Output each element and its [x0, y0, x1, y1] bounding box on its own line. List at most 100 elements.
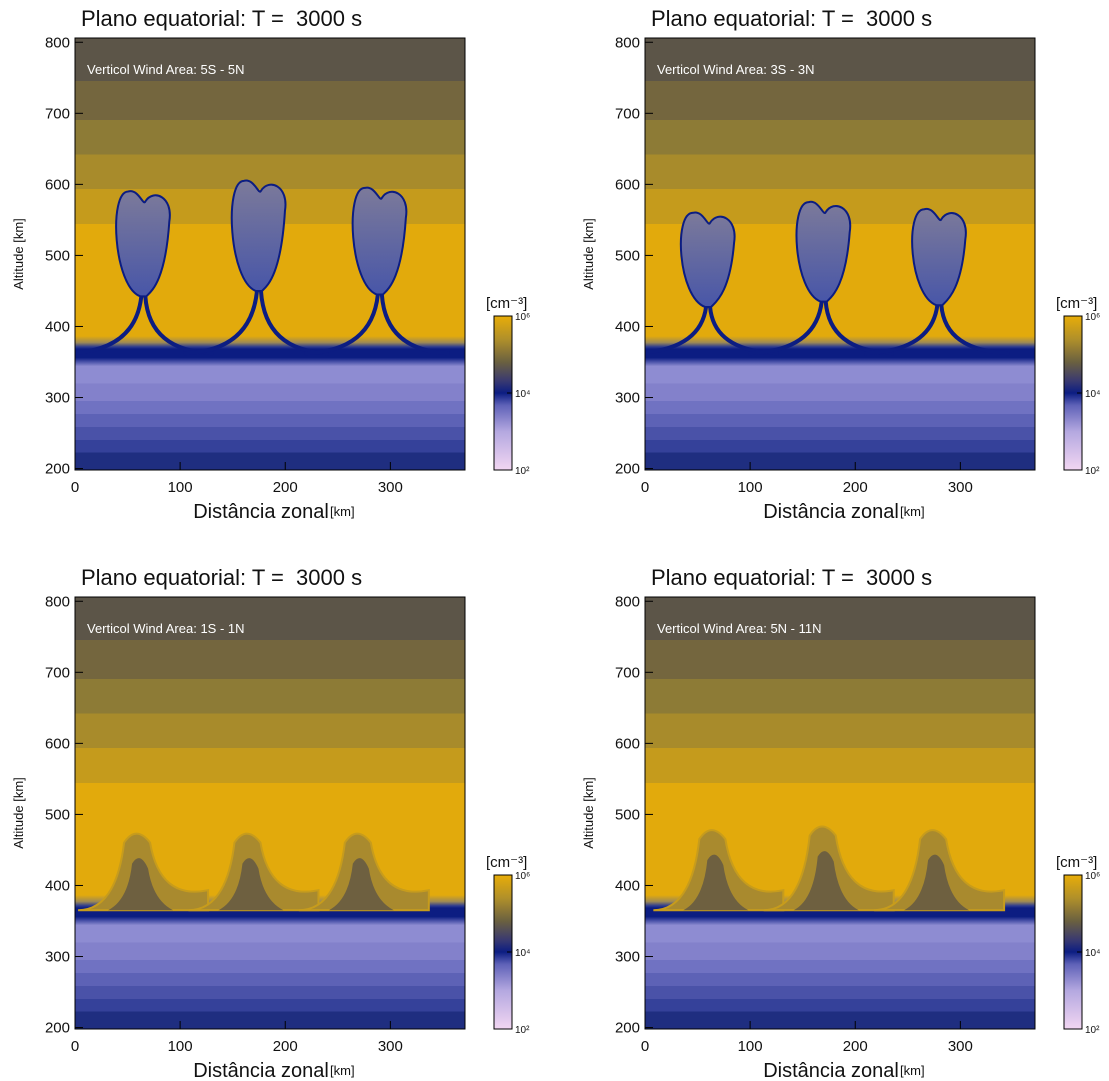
- x-axis-unit: [km]: [900, 504, 925, 519]
- colorbar-tick-label: 10²: [1085, 1025, 1100, 1036]
- x-tick-label: 0: [71, 1038, 79, 1055]
- panel: 0 100 200 300 200 300 400 500 600 700 800 Plano equ…: [581, 6, 1100, 523]
- x-tick-label: 300: [948, 479, 973, 496]
- annotation: Verticol Wind Area: 5N - 11N: [657, 621, 822, 636]
- density-field: [645, 597, 1035, 1029]
- y-tick-label: 600: [615, 176, 640, 193]
- density-field: [75, 597, 465, 1029]
- plumes: [78, 832, 430, 912]
- plume-stalk: [864, 304, 1010, 356]
- y-tick-label: 500: [615, 806, 640, 823]
- y-tick-label: 300: [615, 390, 640, 407]
- y-tick-label: 600: [615, 735, 640, 752]
- y-tick-label: 400: [45, 318, 70, 335]
- plot-frame: [74, 596, 466, 1030]
- x-tick-label: 200: [273, 1038, 298, 1055]
- plumes: [653, 825, 1006, 912]
- x-tick-label: 100: [168, 1038, 193, 1055]
- x-tick-label: 0: [641, 1038, 649, 1055]
- plume-head: [911, 208, 967, 307]
- plume-core: [218, 858, 284, 911]
- y-axis-label: Altitude [km]: [581, 777, 596, 849]
- y-tick-label: 300: [615, 949, 640, 966]
- x-axis-unit: [km]: [330, 1063, 355, 1078]
- chart-title: Plano equatorial: T = 3000 s: [651, 6, 932, 31]
- chart-title: Plano equatorial: T = 3000 s: [81, 565, 362, 590]
- plot-frame: [74, 37, 466, 471]
- y-tick-label: 800: [45, 593, 70, 610]
- x-tick-label: 200: [843, 1038, 868, 1055]
- x-tick-label: 300: [948, 1038, 973, 1055]
- colorbar-tick-label: 10²: [515, 1025, 530, 1036]
- plume-head: [115, 190, 171, 298]
- y-axis-label: Altitude [km]: [581, 218, 596, 290]
- y-tick-label: 400: [615, 318, 640, 335]
- y-tick-label: 400: [45, 877, 70, 894]
- y-axis-label: Altitude [km]: [11, 777, 26, 849]
- colorbar-tick-label: 10⁴: [515, 948, 530, 959]
- x-axis-unit: [km]: [330, 504, 355, 519]
- plume-core: [793, 851, 859, 911]
- y-tick-label: 800: [615, 34, 640, 51]
- x-tick-label: 0: [641, 479, 649, 496]
- x-tick-label: 100: [738, 479, 763, 496]
- y-tick-label: 500: [615, 247, 640, 264]
- y-tick-label: 300: [45, 949, 70, 966]
- y-tick-label: 300: [45, 390, 70, 407]
- x-tick-label: 300: [378, 1038, 403, 1055]
- x-axis-label: Distância zonal: [193, 501, 329, 523]
- plume-head: [679, 211, 736, 308]
- y-tick-label: 200: [615, 461, 640, 478]
- plot-frame: [644, 596, 1036, 1030]
- plume-core: [904, 854, 970, 911]
- colorbar-tick-label: 10⁶: [515, 312, 530, 323]
- colorbar-label: [cm⁻³]: [1056, 854, 1097, 871]
- plot-frame: [644, 37, 1036, 471]
- x-tick-label: 100: [738, 1038, 763, 1055]
- colorbar-label: [cm⁻³]: [486, 295, 527, 312]
- colorbar-tick-label: 10⁴: [515, 389, 530, 400]
- x-tick-label: 300: [378, 479, 403, 496]
- x-tick-label: 200: [843, 479, 868, 496]
- plumes: [75, 179, 450, 356]
- y-tick-label: 700: [615, 664, 640, 681]
- y-tick-label: 700: [45, 105, 70, 122]
- chart-title: Plano equatorial: T = 3000 s: [651, 565, 932, 590]
- y-tick-label: 600: [45, 735, 70, 752]
- colorbar-tick-label: 10⁶: [1085, 312, 1100, 323]
- x-axis-label: Distância zonal: [763, 1060, 899, 1081]
- annotation: Verticol Wind Area: 3S - 3N: [657, 62, 815, 77]
- plumes: [645, 200, 1010, 356]
- plume-core: [683, 854, 749, 911]
- colorbar-tick-label: 10⁴: [1085, 948, 1100, 959]
- y-tick-label: 800: [45, 34, 70, 51]
- x-tick-label: 100: [168, 479, 193, 496]
- x-tick-label: 200: [273, 479, 298, 496]
- plume-core: [328, 858, 394, 911]
- chart-title: Plano equatorial: T = 3000 s: [81, 6, 362, 31]
- y-tick-label: 800: [615, 593, 640, 610]
- y-tick-label: 200: [45, 461, 70, 478]
- plume-core: [108, 858, 174, 911]
- y-tick-label: 500: [45, 806, 70, 823]
- x-axis-label: Distância zonal: [763, 501, 899, 523]
- plume-stalk: [304, 294, 450, 356]
- colorbar-label: [cm⁻³]: [1056, 295, 1097, 312]
- y-tick-label: 400: [615, 877, 640, 894]
- annotation: Verticol Wind Area: 1S - 1N: [87, 621, 245, 636]
- colorbar-tick-label: 10⁶: [515, 871, 530, 882]
- panel: 0 100 200 300 200 300 400 500 600 700 800 Plano equ…: [581, 565, 1100, 1081]
- x-axis-label: Distância zonal: [193, 1060, 329, 1081]
- y-tick-label: 600: [45, 176, 70, 193]
- colorbar-tick-label: 10⁴: [1085, 389, 1100, 400]
- colorbar-tick-label: 10⁶: [1085, 871, 1100, 882]
- y-tick-label: 500: [45, 247, 70, 264]
- y-tick-label: 700: [45, 664, 70, 681]
- plume-head: [230, 179, 287, 293]
- y-tick-label: 200: [45, 1020, 70, 1037]
- panel: 0 100 200 300 200 300 400 500 600 700 800 Plano equ…: [11, 565, 530, 1081]
- y-axis-label: Altitude [km]: [11, 218, 26, 290]
- colorbar-label: [cm⁻³]: [486, 854, 527, 871]
- panel: 0 100 200 300 200 300 400 500 600 700 800 Plano equ…: [11, 6, 530, 523]
